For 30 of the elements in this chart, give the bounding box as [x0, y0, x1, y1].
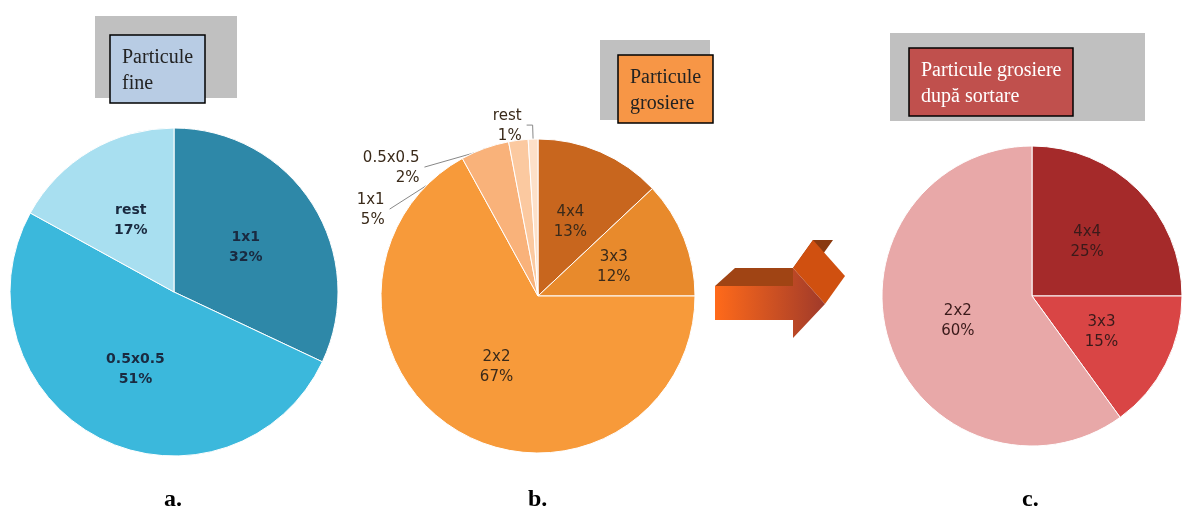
chart-title: Particule grosiere [630, 65, 702, 114]
slice-label: 1x1 [231, 228, 261, 245]
data-label: 1% [497, 126, 522, 145]
data-label: 32% [229, 248, 263, 265]
data-label: 60% [941, 321, 975, 340]
slice-label: 4x4 [556, 202, 585, 221]
slice-label: 4x4 [1073, 221, 1102, 240]
slice-label: 2x2 [943, 301, 972, 320]
data-label: 67% [479, 367, 514, 386]
text: a. [164, 485, 182, 511]
data-label: 51% [118, 369, 153, 386]
data-label: 25% [1070, 241, 1104, 260]
slice-label: rest [115, 200, 147, 217]
text: b. [528, 485, 548, 511]
slice-label: 2x2 [482, 347, 511, 366]
slice-label: 0.5x0.5 [362, 148, 420, 167]
data-label: 17% [113, 220, 148, 237]
chart-title: Particule fine [122, 45, 194, 93]
text: c. [1022, 485, 1039, 511]
slice-label: 3x3 [599, 247, 628, 265]
slice-label: rest [492, 106, 522, 125]
data-label: 2% [395, 168, 420, 187]
slice-label: 3x3 [1087, 312, 1116, 331]
data-label: 12% [597, 267, 631, 285]
data-label: 13% [553, 222, 588, 241]
chart-title: Particule grosiere după sortare [921, 58, 1062, 107]
data-label: 5% [360, 210, 385, 229]
slice-label: 0.5x0.5 [106, 349, 165, 366]
data-label: 15% [1084, 332, 1119, 351]
slice-label: 1x1 [356, 190, 385, 209]
